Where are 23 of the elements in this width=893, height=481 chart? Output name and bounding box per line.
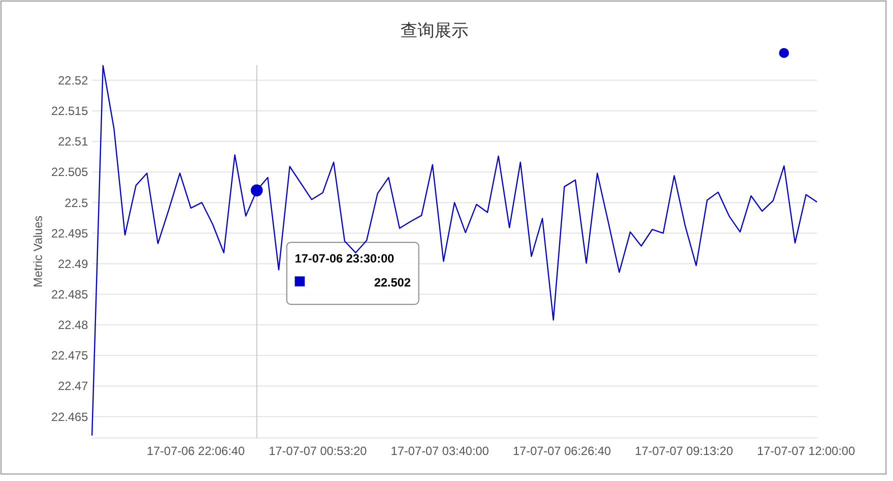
y-tick-label: 22.505 [51,165,88,180]
y-tick-label: 22.51 [58,134,88,149]
y-tick-label: 22.485 [51,288,88,302]
y-tick-label: 22.47 [58,379,88,394]
y-tick-label: 22.475 [51,348,88,363]
x-tick-label: 17-07-07 06:26:40 [512,444,612,458]
x-tick-label: 17-07-07 09:13:20 [634,444,734,458]
y-tick-label: 22.515 [51,104,88,118]
x-tick-label: 17-07-07 03:40:00 [390,444,490,458]
y-tick-label: 22.48 [58,318,88,332]
y-tick-label: 22.5 [64,196,88,210]
y-tick-label: 22.49 [58,256,88,271]
y-tick-label: 22.495 [51,226,88,240]
x-tick-label: 17-07-07 12:00:00 [756,444,856,458]
x-tick-label: 17-07-07 00:53:20 [268,444,368,458]
annotation: 22.502 [374,275,412,290]
annotation: 17-07-06 23:30:00 [294,251,395,266]
y-tick-label: 22.52 [58,73,88,88]
x-tick-label: 17-07-06 22:06:40 [146,444,246,458]
y-axis-title: Metric Values [31,216,45,288]
chart-title: 查询展示 [400,21,468,40]
line-series [91,65,818,436]
y-tick-label: 22.465 [51,410,88,424]
